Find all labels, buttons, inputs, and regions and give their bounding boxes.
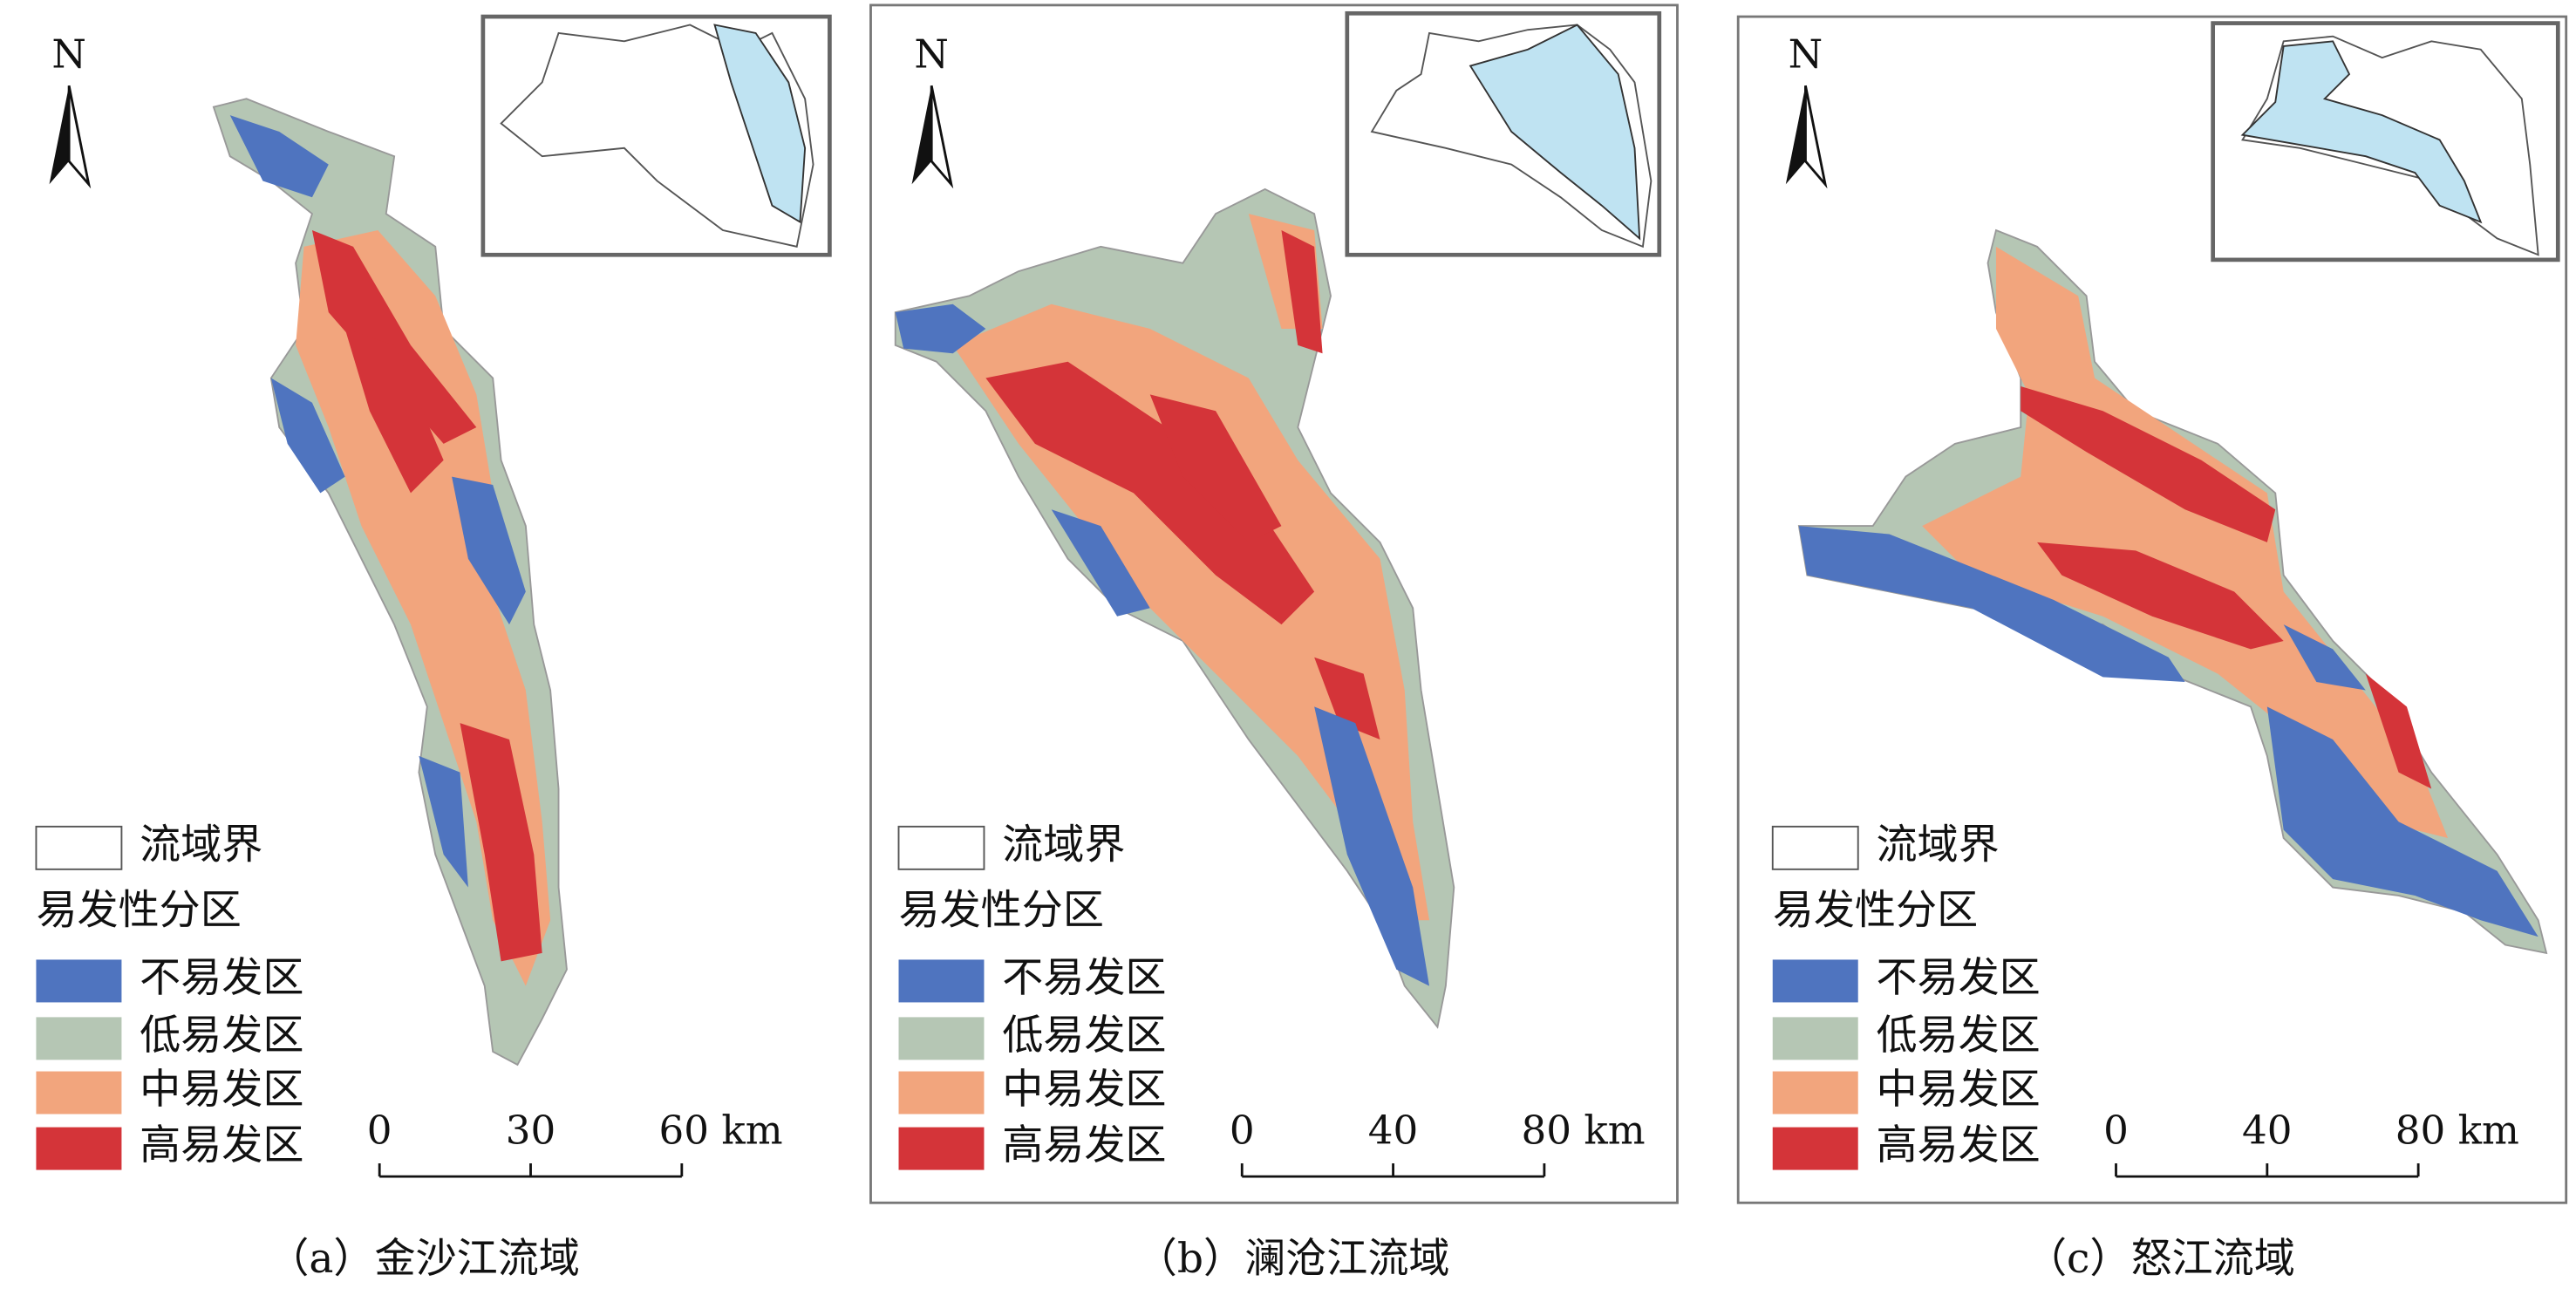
legend-label: 高易发区 xyxy=(140,1121,303,1169)
legend-label: 中易发区 xyxy=(1002,1066,1166,1114)
legend-label: 中易发区 xyxy=(140,1066,303,1114)
scale-label: 0 xyxy=(367,1108,392,1154)
inset-highlight xyxy=(2240,40,2483,224)
legend-swatch xyxy=(36,1017,122,1060)
caption: （b）澜沧江流域 xyxy=(1136,1235,1450,1283)
scale-label: 0 xyxy=(2103,1108,2129,1154)
legend-swatch xyxy=(898,1017,985,1060)
caption: （c）怒江流域 xyxy=(2026,1235,2295,1283)
legend-label: 不易发区 xyxy=(1876,954,2040,1002)
legend-swatch xyxy=(898,959,985,1003)
legend-label: 中易发区 xyxy=(1876,1066,2040,1114)
legend-swatch xyxy=(898,1071,985,1114)
north-arrow xyxy=(1785,85,1806,185)
legend-label: 低易发区 xyxy=(1876,1012,2040,1060)
map-c xyxy=(1797,228,2548,955)
north-arrow xyxy=(1804,85,1828,189)
legend-label: 高易发区 xyxy=(1876,1121,2040,1169)
legend-swatch xyxy=(1772,1127,1858,1170)
north-arrow xyxy=(49,85,70,185)
legend-label: 不易发区 xyxy=(140,954,303,1002)
legend-boundary-swatch xyxy=(897,825,985,870)
legend-title: 易发性分区 xyxy=(1773,887,1978,935)
legend-swatch xyxy=(36,1127,122,1170)
legend-swatch xyxy=(1772,1017,1858,1060)
legend-label: 低易发区 xyxy=(1002,1012,1166,1060)
legend-label: 流域界 xyxy=(140,821,262,869)
legend-swatch xyxy=(898,1127,985,1170)
legend-label: 高易发区 xyxy=(1002,1121,1166,1169)
scale-label: 30 xyxy=(506,1108,556,1154)
scale-label: 40 xyxy=(2242,1108,2293,1154)
scale-label: 0 xyxy=(1230,1108,1255,1154)
legend-title: 易发性分区 xyxy=(899,887,1104,935)
legend-label: 流域界 xyxy=(1876,821,1999,869)
caption: （a）金沙江流域 xyxy=(268,1235,580,1283)
north-label: N xyxy=(1789,31,1823,78)
legend-swatch xyxy=(1772,1071,1858,1114)
legend-boundary-swatch xyxy=(35,825,123,870)
legend-label: 低易发区 xyxy=(140,1012,303,1060)
panel-frame xyxy=(1736,15,2568,1204)
legend-title: 易发性分区 xyxy=(36,887,241,935)
north-label: N xyxy=(51,31,86,78)
north-arrow xyxy=(930,85,954,189)
legend-swatch xyxy=(36,959,122,1003)
map-b xyxy=(894,187,1455,1029)
inset-highlight xyxy=(713,24,807,224)
legend-swatch xyxy=(36,1071,122,1114)
legend-swatch xyxy=(1772,959,1858,1003)
scale-label: 80 km xyxy=(1522,1108,1646,1154)
scale-label: 40 xyxy=(1368,1108,1419,1154)
panel-frame xyxy=(869,3,1679,1204)
inset-highlight xyxy=(1469,24,1641,241)
north-label: N xyxy=(914,31,949,78)
north-arrow xyxy=(67,85,92,189)
scale-label: 60 km xyxy=(658,1108,782,1154)
map-a xyxy=(212,98,568,1067)
legend-boundary-swatch xyxy=(1771,825,1859,870)
legend-label: 不易发区 xyxy=(1002,954,1166,1002)
legend-label: 流域界 xyxy=(1002,821,1125,869)
scale-label: 80 km xyxy=(2395,1108,2519,1154)
north-arrow xyxy=(911,85,932,185)
